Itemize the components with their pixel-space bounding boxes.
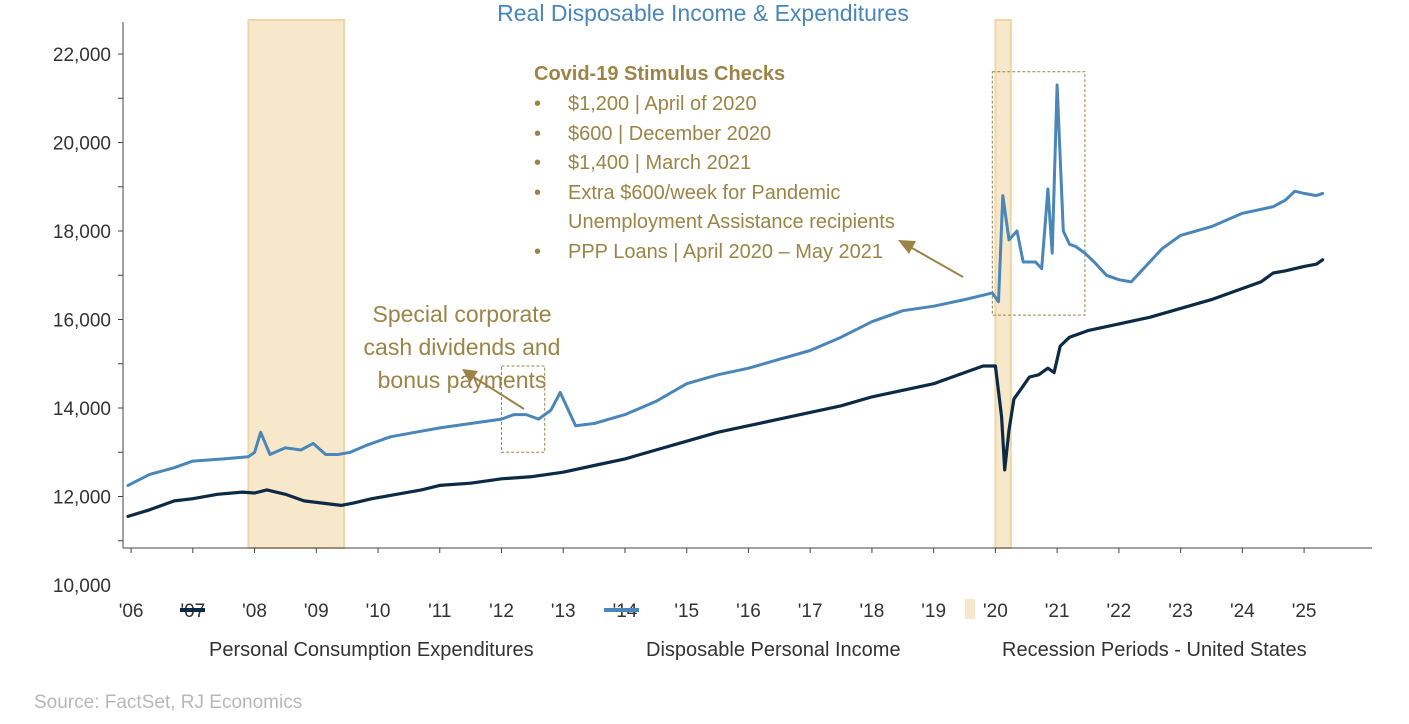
x-tick-label: '15 [674,601,699,622]
covid-bullet-1: $1,200 | April of 2020 [568,93,757,115]
x-tick-label: '22 [1106,601,1131,622]
dividends-annotation: Special corporate cash dividends and bon… [364,301,561,410]
covid-bullet-4: Extra $600/week for Pandemic [568,182,840,204]
x-tick-label: '09 [304,601,329,622]
covid-bullet-2: $600 | December 2020 [568,123,771,145]
bullet-mark: • [534,182,541,204]
x-tick-label: '12 [489,601,514,622]
chart-title: Real Disposable Income & Expenditures [497,0,909,26]
bullet-mark: • [534,123,541,145]
y-tick-label: 10,000 [53,576,111,597]
y-tick-labels: 10,000 12,000 14,000 16,000 18,000 20,000 22,0… [53,45,111,597]
x-tick-label: '08 [242,601,267,622]
x-tick-labels: '06'07'08'09'10'11'12'13'14'15'16'17'18'… [119,601,1317,622]
y-tick-label: 18,000 [53,222,111,243]
y-tick-label: 12,000 [53,488,111,509]
bullet-mark: • [534,241,541,263]
x-tick-label: '16 [736,601,761,622]
x-tick-label: '24 [1230,601,1255,622]
x-tick-label: '23 [1168,601,1193,622]
series-lines [126,83,1325,519]
covid-bullets: • $1,200 | April of 2020 • $600 | Decemb… [534,93,895,263]
recession-bands [247,19,1012,549]
covid-bullet-6: PPP Loans | April 2020 – May 2021 [568,241,883,263]
y-tick-label: 16,000 [53,311,111,332]
x-tick-label: '10 [366,601,391,622]
x-tick-label: '06 [119,601,144,622]
source-note: Source: FactSet, RJ Economics [34,692,302,713]
recession-band-1 [247,19,346,549]
legend: Personal Consumption Expenditures Dispos… [180,599,1307,661]
x-tick-label: '18 [860,601,885,622]
series-line-pce [126,258,1325,519]
dividends-arrow-head [462,369,478,383]
dividends-line-1: Special corporate [373,301,552,327]
y-tick-label: 22,000 [53,45,111,66]
legend-label-recession: Recession Periods - United States [1002,639,1307,661]
covid-arrow-line [911,247,964,278]
annotation-boxes [501,71,1086,453]
dividends-arrow-line [471,375,525,410]
x-tick-label: '25 [1292,601,1317,622]
annotation-box-2 [991,71,1086,316]
x-tick-label: '17 [798,601,823,622]
annotation-box-1 [501,365,546,453]
axes [118,22,1372,553]
x-tick-label: '20 [983,601,1008,622]
bullet-mark: • [534,93,541,115]
covid-bullet-3: $1,400 | March 2021 [568,152,751,174]
x-tick-label: '13 [551,601,576,622]
covid-arrow-head [898,240,916,254]
x-tick-label: '21 [1045,601,1070,622]
dividends-line-2: cash dividends and [364,334,561,360]
legend-swatch-recession [965,599,975,619]
series-line-dpi [126,83,1325,487]
covid-annotation: Covid-19 Stimulus Checks • $1,200 | Apri… [534,63,964,278]
covid-heading: Covid-19 Stimulus Checks [534,63,785,85]
bullet-mark: • [534,152,541,174]
dividends-line-3: bonus payments [378,367,547,393]
y-tick-label: 20,000 [53,134,111,155]
covid-bullet-5: Unemployment Assistance recipients [568,211,895,233]
x-tick-label: '19 [921,601,946,622]
y-tick-label: 14,000 [53,399,111,420]
legend-label-dpi: Disposable Personal Income [646,639,901,661]
x-tick-label: '11 [428,601,451,622]
legend-label-pce: Personal Consumption Expenditures [209,639,534,661]
